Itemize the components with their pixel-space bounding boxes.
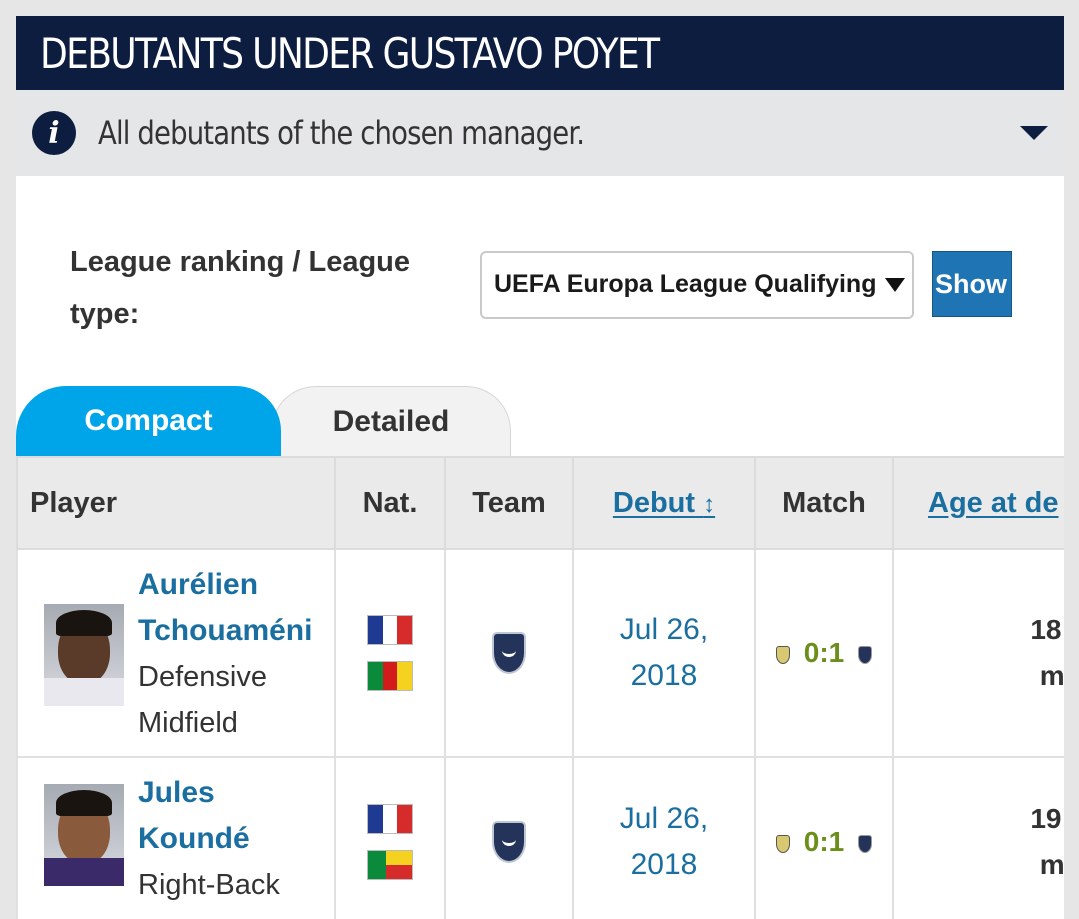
player-cell: Jules Koundé Right-Back <box>16 756 336 919</box>
player-first-name: Aurélien <box>138 568 259 601</box>
tab-detailed[interactable]: Detailed <box>271 386 511 456</box>
info-bar[interactable]: i All debutants of the chosen manager. <box>16 90 1064 176</box>
league-type-select[interactable]: UEFA Europa League Qualifying <box>480 251 914 319</box>
cameroon-flag-icon <box>367 661 413 691</box>
debut-date: Jul 26, 2018 <box>572 548 756 758</box>
player-name-link[interactable]: Aurélien Tchouaméni <box>138 562 312 654</box>
sort-icon: ↕ <box>703 490 716 518</box>
match-score-link[interactable]: 0:1 <box>803 826 845 857</box>
col-nationality: Nat. <box>334 456 446 550</box>
info-text: All debutants of the chosen manager. <box>98 114 585 152</box>
tab-compact[interactable]: Compact <box>16 386 281 456</box>
col-player: Player <box>16 456 336 550</box>
player-photo <box>44 604 124 706</box>
match-cell: 0:1 <box>754 548 894 758</box>
age-at-debut: 18 yea montl <box>892 548 1064 758</box>
match-cell: 0:1 <box>754 756 894 919</box>
benin-flag-icon <box>367 850 413 880</box>
nationality-cell <box>334 548 446 758</box>
player-name-link[interactable]: Jules Koundé <box>138 770 250 862</box>
table-header-row: Player Nat. Team Debut ↕ Match Age at de <box>16 456 1064 550</box>
table-row: Jules Koundé Right-Back <box>16 756 1064 919</box>
bordeaux-crest-icon[interactable] <box>492 632 526 674</box>
player-last-name: Tchouaméni <box>138 614 313 647</box>
table-row: Aurélien Tchouaméni Defensive Midfield <box>16 548 1064 758</box>
france-flag-icon <box>367 615 413 645</box>
col-debut-sort[interactable]: Debut ↕ <box>572 456 756 550</box>
nationality-cell <box>334 756 446 919</box>
away-team-crest-icon <box>858 834 873 853</box>
player-photo <box>44 784 124 886</box>
player-cell: Aurélien Tchouaméni Defensive Midfield <box>16 548 336 758</box>
team-cell <box>444 756 574 919</box>
dropdown-arrow-icon <box>878 253 912 317</box>
team-cell <box>444 548 574 758</box>
away-team-crest-icon <box>858 645 873 664</box>
info-icon: i <box>32 111 76 155</box>
show-button[interactable]: Show <box>932 251 1012 317</box>
view-tabs: Detailed Compact <box>16 386 1064 456</box>
col-age-sort[interactable]: Age at de <box>892 456 1064 550</box>
player-position: Defensive Midfield <box>138 661 267 739</box>
player-first-name: Jules <box>138 776 215 809</box>
home-team-crest-icon <box>775 834 790 853</box>
player-last-name: Koundé <box>138 822 250 855</box>
filter-form: League ranking / League type: UEFA Europ… <box>70 236 1050 356</box>
box-header: DEBUTANTS UNDER GUSTAVO POYET <box>16 16 1064 90</box>
league-type-selected: UEFA Europa League Qualifying <box>494 270 877 298</box>
col-match: Match <box>754 456 894 550</box>
player-position: Right-Back <box>138 869 280 901</box>
debut-date: Jul 26, 2018 <box>572 756 756 919</box>
col-team: Team <box>444 456 574 550</box>
chevron-down-icon[interactable] <box>1020 126 1048 140</box>
league-type-label: League ranking / League type: <box>70 246 411 330</box>
debutants-table: Player Nat. Team Debut ↕ Match Age at de… <box>16 456 1064 919</box>
bordeaux-crest-icon[interactable] <box>492 821 526 863</box>
debutants-box: DEBUTANTS UNDER GUSTAVO POYET i All debu… <box>16 16 1064 919</box>
home-team-crest-icon <box>775 645 790 664</box>
age-at-debut: 19 yea montl <box>892 756 1064 919</box>
match-score-link[interactable]: 0:1 <box>803 637 845 668</box>
page-title: DEBUTANTS UNDER GUSTAVO POYET <box>40 28 660 78</box>
france-flag-icon <box>367 804 413 834</box>
col-debut-label: Debut <box>612 486 696 519</box>
